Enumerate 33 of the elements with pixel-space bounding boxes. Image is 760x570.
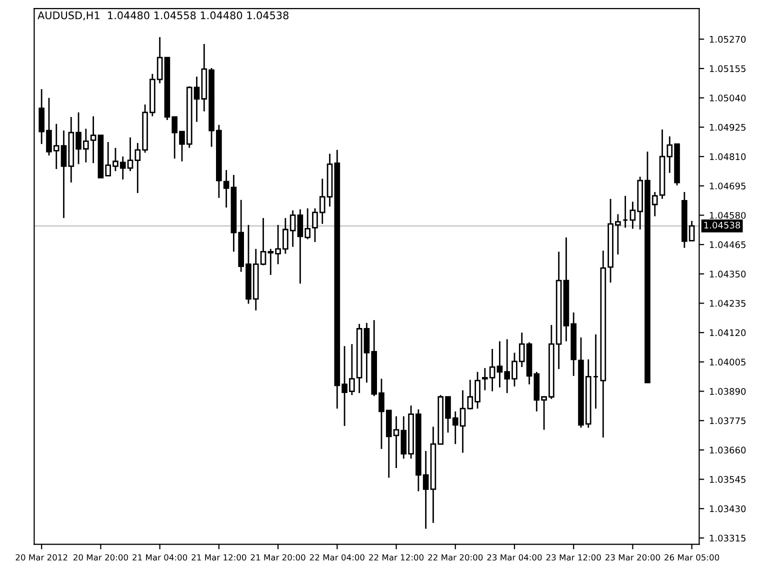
y-tick-label: 1.04235 [710,300,746,307]
y-tick-label: 1.04695 [710,182,746,190]
ref-line-label: 1.04538 [704,222,740,229]
x-tick-label: 21 Mar 04:00 [132,554,188,561]
x-tick-label: 22 Mar 20:00 [428,554,483,561]
y-tick-label: 1.04810 [710,153,746,160]
x-tick-label: 20 Mar 2012 [16,554,68,561]
x-tick-label: 23 Mar 12:00 [546,554,601,561]
y-tick-label: 1.03430 [710,505,746,512]
y-tick-label: 1.03660 [710,446,746,454]
y-tick-label: 1.04005 [710,358,746,366]
x-tick-label: 21 Mar 20:00 [250,554,306,561]
y-tick-label: 1.03315 [710,534,746,542]
y-tick-label: 1.04580 [710,212,746,219]
y-tick-label: 1.05155 [710,65,746,72]
candlestick [223,169,230,208]
x-tick-label: 26 Mar 05:00 [664,554,720,561]
x-tick-label: 22 Mar 04:00 [310,554,364,561]
x-tick-label: 22 Mar 12:00 [369,554,424,561]
y-tick-label: 1.04465 [710,241,746,248]
x-tick-label: 23 Mar 20:00 [605,554,660,561]
y-tick-label: 1.03545 [710,476,746,483]
x-tick-label: 20 Mar 20:00 [73,554,128,561]
y-tick-label: 1.05040 [710,94,746,102]
y-tick-label: 1.03775 [710,417,746,424]
y-tick-label: 1.03890 [710,388,746,395]
y-tick-label: 1.04925 [710,124,746,131]
x-tick-label: 23 Mar 04:00 [487,554,542,561]
y-tick-label: 1.04120 [710,329,746,336]
y-tick-label: 1.05270 [710,36,746,43]
x-tick-label: 21 Mar 12:00 [192,554,246,561]
y-tick-label: 1.04350 [710,270,746,278]
chart-title: AUDUSD,H1 1.04480 1.04558 1.04480 1.04538 [38,11,288,20]
